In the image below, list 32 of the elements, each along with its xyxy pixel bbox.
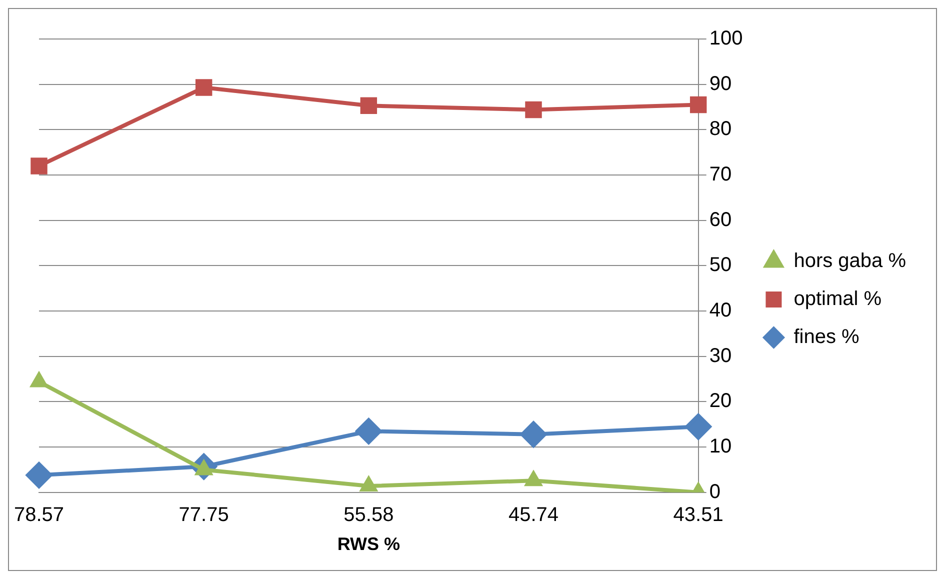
y-tick-label: 0 [709, 480, 720, 503]
y-tick-label: 20 [709, 390, 732, 412]
point [690, 96, 707, 114]
y-tick-label: 60 [709, 208, 732, 231]
y-tick-label: 10 [709, 436, 732, 458]
x-tick-label: 45.74 [508, 504, 559, 526]
x-axis-title: RWS % [337, 534, 400, 554]
x-tick-label: 43.51 [673, 504, 724, 526]
legend-label: hors gaba % [794, 250, 906, 272]
y-tick-label: 70 [709, 164, 732, 186]
y-tick-label: 80 [709, 118, 732, 140]
point [195, 79, 212, 96]
point [525, 472, 542, 486]
point [360, 477, 377, 492]
y-tick-label: 90 [709, 72, 732, 95]
legend-label: optimal % [794, 288, 882, 310]
point [525, 101, 542, 118]
y-tick-label: 40 [709, 300, 732, 322]
point [30, 158, 48, 174]
point [356, 418, 382, 444]
point [26, 462, 52, 488]
x-tick-label: 78.57 [14, 504, 64, 526]
y-tick-label: 100 [709, 28, 743, 50]
legend-label: fines % [794, 326, 860, 348]
point [30, 372, 48, 388]
x-tick-label: 77.75 [178, 504, 229, 526]
point [360, 97, 378, 114]
x-tick-label: 55.58 [344, 504, 394, 526]
y-tick-label: 50 [709, 254, 732, 276]
y-tick-label: 30 [709, 344, 732, 367]
point [685, 414, 712, 440]
point [520, 421, 546, 448]
